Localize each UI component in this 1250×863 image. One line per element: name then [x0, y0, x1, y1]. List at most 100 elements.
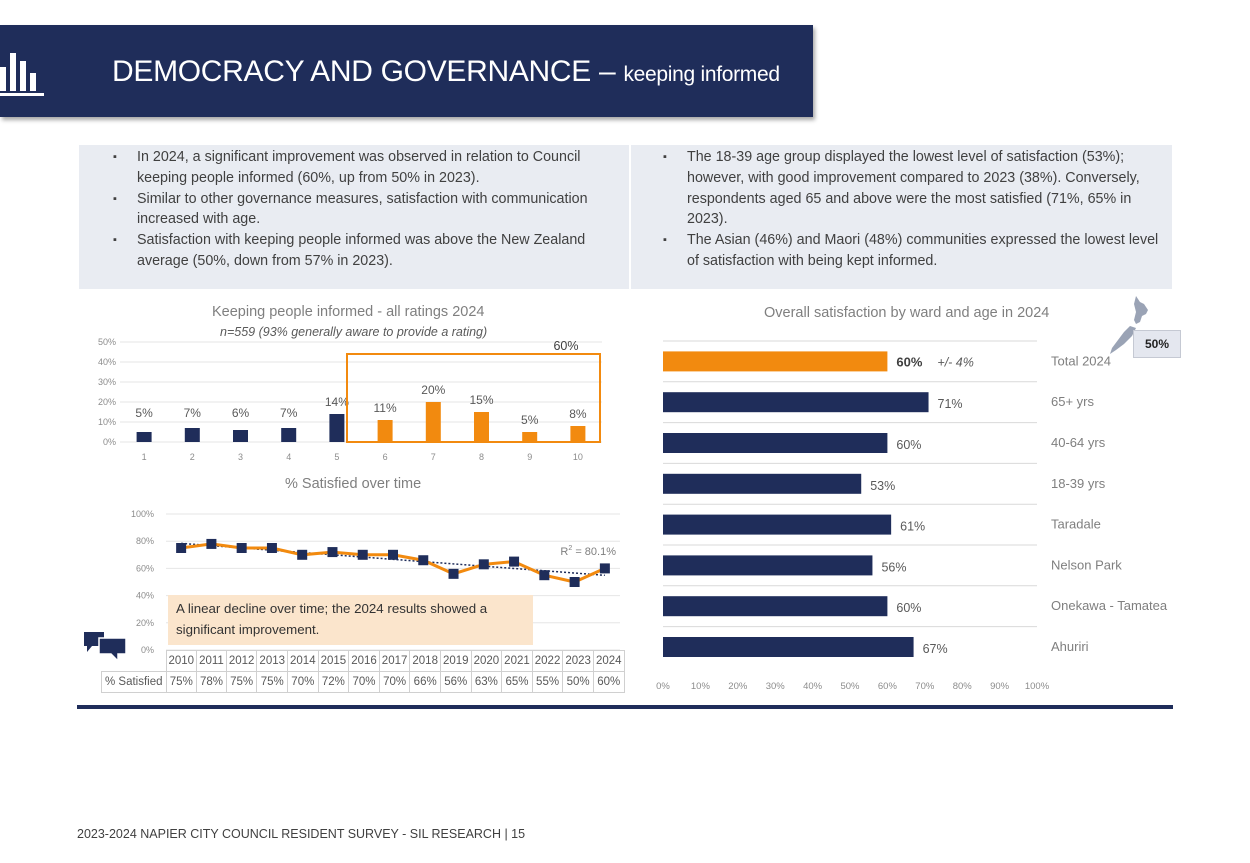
y-tick-label: 60%: [136, 563, 154, 573]
trend-chart-title: % Satisfied over time: [285, 476, 421, 492]
data-label: 53%: [870, 479, 895, 493]
highlight-group-label: 60%: [553, 339, 578, 353]
x-tick-label: 1: [142, 452, 147, 462]
summary-panel-left: In 2024, a significant improvement was o…: [79, 145, 629, 289]
data-label: 20%: [421, 383, 445, 397]
data-point: [176, 543, 186, 553]
value-cell: 72%: [318, 672, 349, 693]
data-label: 67%: [923, 642, 948, 656]
x-tick-label: 9: [527, 452, 532, 462]
data-label: 7%: [280, 406, 298, 420]
data-point: [206, 539, 216, 549]
value-cell: 75%: [257, 672, 288, 693]
year-cell: 2011: [197, 651, 227, 672]
bar: [663, 555, 872, 575]
data-label: 8%: [569, 407, 587, 421]
bar: [663, 392, 929, 412]
trend-annotation: A linear decline over time; the 2024 res…: [168, 595, 533, 645]
year-cell: 2022: [532, 651, 563, 672]
data-label: 60%: [896, 601, 921, 615]
bar: [329, 414, 344, 442]
bar: [663, 515, 891, 535]
x-tick-label: 6: [383, 452, 388, 462]
bar: [137, 432, 152, 442]
bar: [474, 412, 489, 442]
data-label: 11%: [374, 401, 397, 415]
category-label: 18-39 yrs: [1051, 476, 1106, 491]
x-tick-label: 0%: [656, 681, 670, 692]
page-title: DEMOCRACY AND GOVERNANCE – keeping infor…: [112, 55, 780, 89]
y-tick-label: 20%: [136, 618, 154, 628]
data-label: 6%: [232, 406, 250, 420]
bar: [663, 351, 887, 371]
data-point: [570, 577, 580, 587]
bar: [185, 428, 200, 442]
bar: [663, 596, 887, 616]
bar: [281, 428, 296, 442]
category-label: 40-64 yrs: [1051, 435, 1106, 450]
y-tick-label: 40%: [98, 357, 116, 367]
summary-bullet: The 18-39 age group displayed the lowest…: [659, 147, 1164, 230]
data-point: [418, 555, 428, 565]
bar: [663, 474, 861, 494]
year-cell: 2017: [379, 651, 410, 672]
x-tick-label: 90%: [990, 681, 1010, 692]
year-cell: 2024: [593, 651, 624, 672]
data-label: 15%: [469, 393, 493, 407]
value-cell: 70%: [379, 672, 410, 693]
year-cell: 2018: [410, 651, 441, 672]
table-row-years: 2010 2011 2012 2013 2014 2015 2016 2017 …: [102, 651, 625, 672]
ward-age-bar-chart: 60% +/- 4% Total 2024 71% 65+ yrs 60% 40-64 yr…: [645, 335, 1185, 700]
category-label: Onekawa - Tamatea: [1051, 598, 1168, 613]
value-cell: 78%: [197, 672, 227, 693]
bar-chart-icon: [0, 47, 46, 97]
bar: [522, 432, 537, 442]
year-cell: 2019: [440, 651, 471, 672]
year-cell: 2016: [349, 651, 380, 672]
summary-bullet: Satisfaction with keeping people informe…: [109, 230, 621, 272]
x-tick-label: 8: [479, 452, 484, 462]
y-tick-label: 80%: [136, 536, 154, 546]
data-label: 60%: [896, 438, 921, 452]
data-point: [237, 543, 247, 553]
data-point: [267, 543, 277, 553]
margin-of-error-label: +/- 4%: [937, 355, 973, 369]
y-tick-label: 100%: [131, 509, 154, 519]
x-tick-label: 40%: [803, 681, 823, 692]
value-cell: 70%: [349, 672, 380, 693]
x-tick-label: 10: [573, 452, 583, 462]
value-cell: 66%: [410, 672, 441, 693]
x-tick-label: 70%: [915, 681, 935, 692]
summary-bullet: In 2024, a significant improvement was o…: [109, 147, 621, 189]
data-label: 71%: [938, 397, 963, 411]
value-cell: 65%: [502, 672, 533, 693]
x-tick-label: 30%: [766, 681, 786, 692]
x-tick-label: 2: [190, 452, 195, 462]
ward-chart-title: Overall satisfaction by ward and age in …: [764, 305, 1049, 321]
category-label: 65+ yrs: [1051, 394, 1094, 409]
footer-text: 2023-2024 NAPIER CITY COUNCIL RESIDENT S…: [77, 827, 525, 841]
data-point: [539, 570, 549, 580]
value-cell: 56%: [440, 672, 471, 693]
header-banner: DEMOCRACY AND GOVERNANCE – keeping infor…: [0, 25, 813, 117]
data-point: [327, 547, 337, 557]
x-tick-label: 20%: [728, 681, 748, 692]
x-tick-label: 3: [238, 452, 243, 462]
y-tick-label: 0%: [103, 437, 116, 447]
data-point: [358, 550, 368, 560]
x-tick-label: 7: [431, 452, 436, 462]
summary-bullet: The Asian (46%) and Maori (48%) communit…: [659, 230, 1164, 272]
data-label: 5%: [135, 406, 153, 420]
ratings-bar-chart: 0% 10% 20% 30% 40% 50% 5% 1 7% 2 6% 3 7% 4 14% 5 11% 6 20%…: [80, 332, 620, 472]
summary-panel-right: The 18-39 age group displayed the lowest…: [631, 145, 1172, 289]
category-label: Total 2024: [1051, 353, 1111, 368]
year-cell: 2023: [563, 651, 594, 672]
value-cell: 75%: [226, 672, 257, 693]
year-cell: 2014: [288, 651, 319, 672]
year-cell: 2012: [226, 651, 257, 672]
data-label: 5%: [521, 413, 539, 427]
value-cell: 75%: [166, 672, 197, 693]
bar: [233, 430, 248, 442]
value-cell: 60%: [593, 672, 624, 693]
bar: [570, 426, 585, 442]
